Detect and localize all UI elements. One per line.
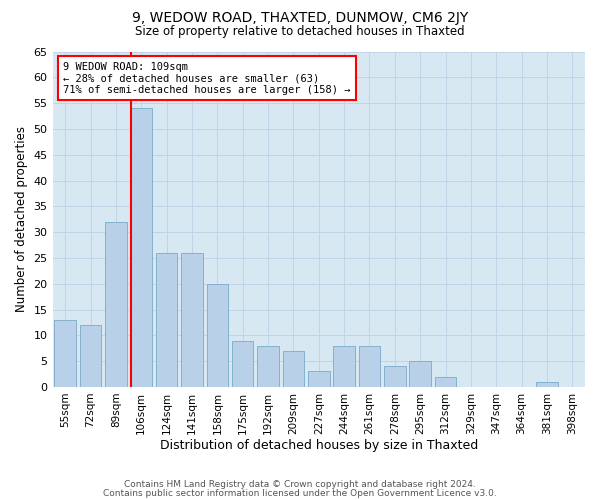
Bar (181, 253, 203, 387)
Bar (105, 222, 127, 387)
Y-axis label: Number of detached properties: Number of detached properties (15, 126, 28, 312)
Text: Contains HM Land Registry data © Crown copyright and database right 2024.: Contains HM Land Registry data © Crown c… (124, 480, 476, 489)
Bar (156, 253, 178, 387)
Bar (308, 372, 329, 387)
Bar (80, 325, 101, 387)
Text: Size of property relative to detached houses in Thaxted: Size of property relative to detached ho… (135, 25, 465, 38)
Bar (206, 284, 228, 387)
Bar (359, 346, 380, 387)
Text: 9, WEDOW ROAD, THAXTED, DUNMOW, CM6 2JY: 9, WEDOW ROAD, THAXTED, DUNMOW, CM6 2JY (132, 11, 468, 25)
Bar (232, 340, 253, 387)
Text: Contains public sector information licensed under the Open Government Licence v3: Contains public sector information licen… (103, 488, 497, 498)
Bar (334, 346, 355, 387)
Bar (257, 346, 279, 387)
Bar (536, 382, 558, 387)
Bar (409, 361, 431, 387)
Bar (131, 108, 152, 387)
Bar (435, 376, 457, 387)
Text: 9 WEDOW ROAD: 109sqm
← 28% of detached houses are smaller (63)
71% of semi-detac: 9 WEDOW ROAD: 109sqm ← 28% of detached h… (63, 62, 350, 95)
Bar (384, 366, 406, 387)
X-axis label: Distribution of detached houses by size in Thaxted: Distribution of detached houses by size … (160, 440, 478, 452)
Bar (283, 351, 304, 387)
Bar (55, 320, 76, 387)
